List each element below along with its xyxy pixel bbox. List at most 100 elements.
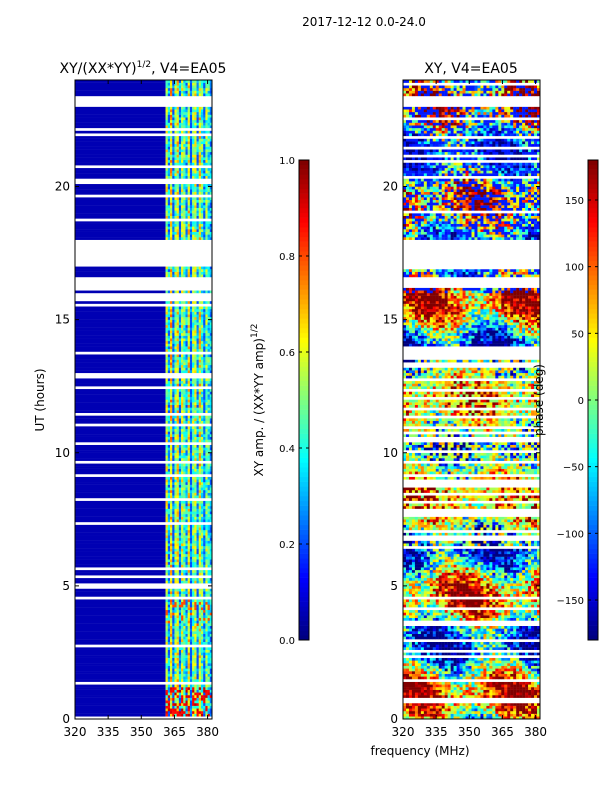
heatmap-cell — [198, 237, 202, 240]
heatmap-cell — [200, 90, 204, 94]
heatmap-cell — [207, 580, 210, 584]
heatmap-cell — [170, 484, 173, 488]
heatmap-cell — [174, 434, 177, 437]
heatmap-cell — [205, 231, 208, 235]
heatmap-cell — [174, 545, 177, 549]
heatmap-cell — [209, 692, 213, 696]
heatmap-gap-row — [75, 583, 212, 587]
heatmap-cell — [174, 327, 177, 331]
heatmap-cell — [198, 503, 202, 507]
heatmap-cell — [170, 111, 173, 115]
heatmap-cell — [438, 716, 442, 720]
heatmap-cell — [178, 274, 182, 278]
heatmap-cell — [207, 447, 210, 451]
heatmap-cell — [516, 713, 520, 717]
heatmap-cell — [196, 125, 199, 129]
heatmap-cell — [178, 324, 182, 328]
heatmap-cell — [468, 687, 472, 690]
heatmap-cell — [165, 647, 169, 650]
heatmap-cell — [178, 569, 182, 573]
heatmap-cell — [519, 705, 523, 709]
heatmap-cell — [209, 428, 213, 432]
heatmap-cell — [172, 111, 175, 115]
heatmap-cell — [205, 705, 208, 709]
heatmap-cell — [174, 540, 177, 544]
heatmap-cell — [172, 553, 175, 557]
heatmap-cell — [172, 151, 175, 155]
heatmap-cell — [183, 639, 186, 642]
heatmap-cell — [165, 657, 169, 661]
heatmap-cell — [196, 210, 199, 214]
heatmap-cell — [207, 513, 210, 517]
heatmap-cell — [170, 146, 173, 150]
amplitude-title: XY/(XX*YY)1/2, V4=EA05 — [60, 60, 227, 77]
heatmap-cell — [183, 85, 186, 89]
heatmap-cell — [185, 428, 188, 432]
heatmap-cell — [183, 466, 186, 469]
heatmap-cell — [176, 399, 180, 403]
heatmap-cell — [414, 681, 419, 685]
heatmap-cell — [198, 80, 202, 83]
heatmap-cell — [181, 383, 184, 387]
heatmap-cell — [174, 559, 177, 563]
heatmap-cell — [170, 143, 173, 147]
heatmap-cell — [189, 396, 193, 400]
heatmap-cell — [200, 593, 204, 597]
heatmap-cell — [176, 463, 180, 467]
heatmap-cell — [165, 82, 169, 86]
heatmap-cell — [483, 687, 487, 690]
heatmap-cell — [528, 692, 532, 696]
heatmap-cell — [203, 591, 206, 595]
heatmap-cell — [450, 687, 454, 690]
heatmap-cell — [167, 705, 171, 709]
heatmap-cell — [200, 641, 204, 645]
heatmap-cell — [170, 407, 173, 411]
heatmap-cell — [185, 396, 188, 400]
heatmap-cell — [477, 687, 481, 690]
heatmap-cell — [178, 157, 182, 161]
heatmap-cell — [170, 418, 173, 421]
heatmap-cell — [181, 551, 184, 555]
heatmap-cell — [181, 679, 184, 682]
heatmap-cell — [205, 308, 208, 312]
heatmap-cell — [192, 322, 195, 326]
heatmap-cell — [519, 684, 523, 688]
heatmap-low-cell — [75, 420, 166, 424]
heatmap-cell — [174, 479, 177, 483]
heatmap-cell — [510, 713, 514, 717]
heatmap-cell — [183, 471, 186, 475]
heatmap-cell — [209, 665, 213, 669]
heatmap-cell — [205, 343, 208, 347]
heatmap-cell — [187, 111, 191, 115]
heatmap-cell — [181, 109, 184, 113]
colorbar-segment — [299, 294, 309, 300]
heatmap-cell — [203, 537, 206, 541]
heatmap-cell — [537, 716, 541, 720]
heatmap-cell — [207, 380, 210, 384]
heatmap-cell — [165, 665, 169, 669]
heatmap-cell — [174, 668, 177, 672]
heatmap-cell — [200, 708, 204, 712]
heatmap-cell — [209, 444, 213, 448]
heatmap-cell — [165, 117, 169, 121]
heatmap-cell — [172, 649, 175, 653]
heatmap-cell — [185, 503, 188, 507]
heatmap-cell — [192, 266, 195, 270]
heatmap-cell — [189, 290, 193, 294]
heatmap-cell — [429, 692, 433, 696]
heatmap-cell — [194, 362, 197, 366]
heatmap-cell — [194, 559, 197, 563]
heatmap-cell — [205, 434, 208, 437]
heatmap-cell — [170, 487, 173, 491]
heatmap-cell — [174, 436, 177, 440]
heatmap-cell — [194, 519, 197, 523]
heatmap-low-cell — [75, 391, 166, 395]
heatmap-low-cell — [75, 705, 166, 709]
heatmap-cell — [423, 692, 428, 696]
heatmap-cell — [183, 463, 186, 467]
heatmap-cell — [522, 687, 526, 690]
heatmap-cell — [174, 306, 177, 310]
heatmap-cell — [200, 199, 204, 203]
heatmap-cell — [203, 90, 206, 94]
heatmap-cell — [198, 159, 202, 163]
